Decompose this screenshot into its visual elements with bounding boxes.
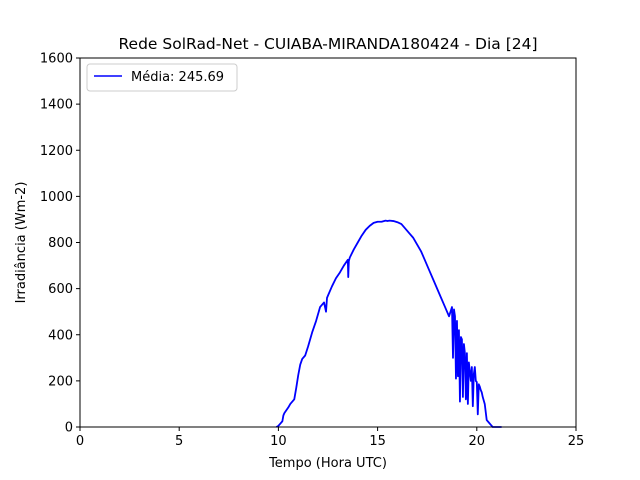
legend: Média: 245.69: [86, 63, 238, 92]
plot-area: [80, 58, 576, 427]
x-tick-label: 20: [469, 434, 486, 449]
y-tick-label: 1000: [40, 190, 73, 205]
y-axis-label: Irradiância (Wm-2): [14, 182, 29, 304]
x-tick-label: 15: [369, 434, 386, 449]
legend-label: Média: 245.69: [131, 70, 224, 85]
y-tick-label: 1200: [40, 144, 73, 159]
chart-title: Rede SolRad-Net - CUIABA-MIRANDA180424 -…: [118, 35, 537, 53]
legend-frame: [86, 63, 238, 92]
x-tick-label: 5: [175, 434, 183, 449]
data-layer: [275, 219, 502, 428]
y-tick-label: 600: [48, 282, 73, 297]
x-axis-label: Tempo (Hora UTC): [268, 456, 387, 471]
y-tick-label: 1600: [40, 52, 73, 67]
y-tick-label: 800: [48, 236, 73, 251]
x-axis-ticks: 0 5 10 15 20 25: [76, 427, 584, 449]
y-tick-label: 200: [48, 374, 73, 389]
y-tick-label: 1400: [40, 98, 73, 113]
y-tick-label: 400: [48, 328, 73, 343]
series-line-0: [275, 219, 502, 428]
x-tick-label: 25: [568, 434, 585, 449]
y-tick-label: 0: [65, 421, 73, 436]
y-axis-ticks: 0 200 400 600 800 1000 1200 1400 1600: [40, 52, 80, 436]
x-tick-label: 0: [76, 434, 84, 449]
x-tick-label: 10: [270, 434, 287, 449]
